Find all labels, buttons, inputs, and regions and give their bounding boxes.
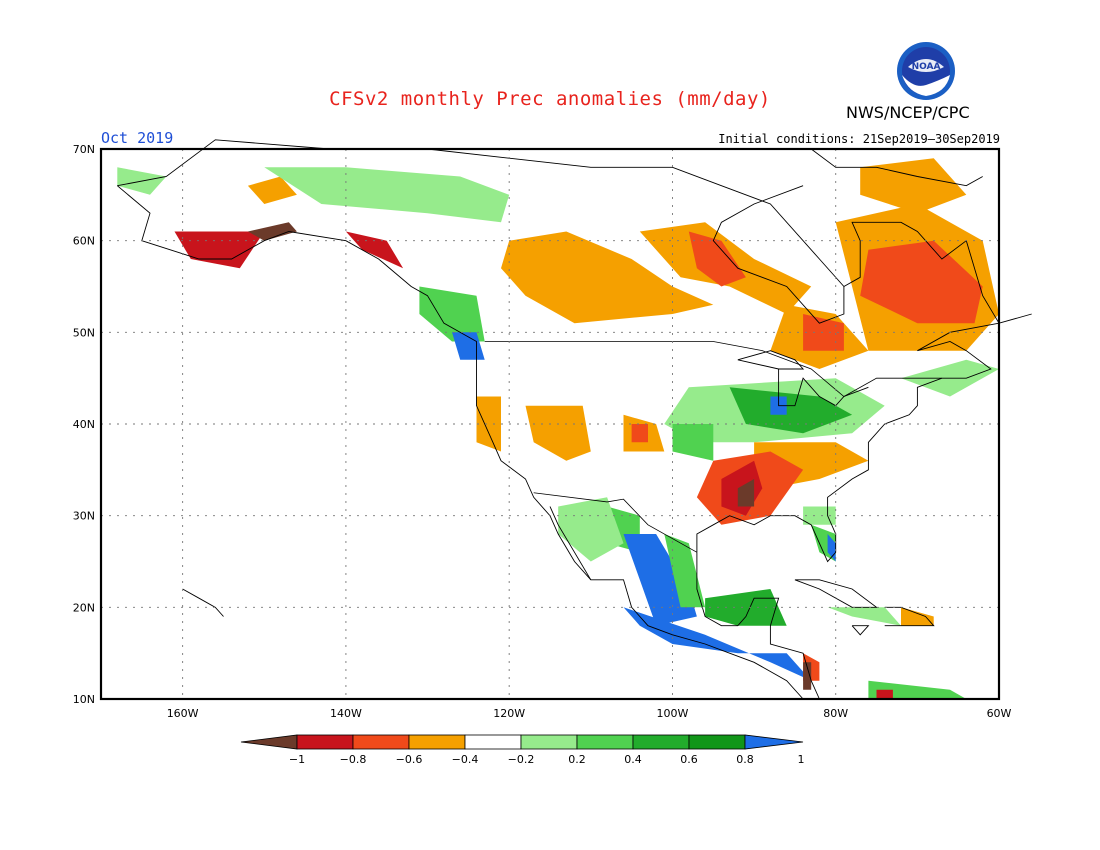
anomaly-fills: [117, 158, 999, 699]
anomaly-region-dry_mod-7: [860, 240, 983, 324]
anomaly-region-dry_strong-9: [174, 231, 265, 269]
lat-label: 50N: [73, 326, 95, 339]
coastline-3: [696, 552, 820, 700]
us-mexico-border: [533, 492, 698, 553]
legend-tick-label: −0.8: [340, 753, 367, 766]
legend-swatch: [408, 734, 466, 750]
legend-tick-label: −0.6: [396, 753, 423, 766]
anomaly-region-wet_extreme-30: [623, 534, 697, 626]
legend-swatch: [352, 734, 410, 750]
graticule: [101, 149, 999, 699]
legend-swatch: [576, 734, 634, 750]
lon-label: 80W: [823, 707, 848, 720]
coastline-11: [778, 369, 869, 407]
legend-arrow-high: [744, 734, 804, 750]
anomaly-region-dry_extreme-38: [803, 662, 812, 690]
anomaly-region-dry_strong-42: [876, 689, 893, 699]
legend-tick-label: 0.6: [680, 753, 698, 766]
legend-swatch: [632, 734, 690, 750]
lat-labels: 70N 60N 50N 40N 30N 20N 10N: [73, 143, 95, 706]
lat-label: 60N: [73, 235, 95, 248]
anomaly-region-dry_weak-40: [901, 607, 934, 626]
anomaly-region-wet_extreme-32: [623, 607, 812, 681]
coastline-12: [810, 148, 983, 187]
legend-arrow-low: [240, 734, 298, 750]
lat-label: 10N: [73, 693, 95, 706]
anomaly-region-dry_weak-0: [247, 176, 297, 204]
anomaly-region-wet_weak-29: [558, 497, 624, 562]
color-legend: −1 −0.8 −0.6 −0.4 −0.2 0.2 0.4 0.6 0.8 1: [240, 734, 805, 766]
anomaly-region-dry_extreme-27: [737, 479, 755, 507]
chart-title: CFSv2 monthly Prec anomalies (mm/day): [329, 88, 771, 110]
map-frame: [99, 147, 1001, 701]
lat-label: 70N: [73, 143, 95, 156]
anomaly-region-wet_strong-21: [729, 387, 853, 434]
lat-label: 20N: [73, 601, 95, 614]
forecast-period: Oct 2019: [101, 129, 174, 147]
coastline-7: [884, 606, 935, 627]
lon-label: 120W: [493, 707, 525, 720]
coastlines: [117, 139, 1032, 700]
legend-swatch: [296, 734, 354, 750]
anomaly-region-dry_extreme-10: [247, 222, 297, 241]
anomaly-region-dry_weak-16: [476, 396, 501, 452]
anomaly-region-wet_mod-14: [419, 286, 485, 342]
legend-swatch: [464, 734, 522, 750]
svg-text:NOAA: NOAA: [912, 62, 941, 72]
coastline-4: [696, 313, 1032, 563]
legend-swatch: [688, 734, 746, 750]
lon-label: 100W: [657, 707, 689, 720]
noaa-logo-icon: NOAA: [897, 42, 955, 100]
us-canada-border: [484, 341, 942, 397]
legend-swatch: [520, 734, 578, 750]
legend-tick-label: −0.4: [452, 753, 479, 766]
lon-label: 60W: [987, 707, 1012, 720]
coastline-8: [851, 625, 870, 636]
anomaly-region-dry_weak-17: [525, 405, 591, 461]
anomaly-region-wet_weak-39: [827, 607, 901, 626]
initial-conditions: Initial conditions: 21Sep2019–30Sep2019: [718, 132, 1000, 146]
legend-tick-label: 1: [798, 753, 805, 766]
anomaly-region-wet_mod-31: [664, 534, 706, 608]
org-label: NWS/NCEP/CPC: [846, 103, 970, 122]
lat-label: 30N: [73, 510, 95, 523]
lat-label: 40N: [73, 418, 95, 431]
lon-labels: 160W 140W 120W 100W 80W 60W: [167, 707, 1012, 720]
coastline-2: [549, 506, 592, 581]
legend-tick-label: −0.2: [508, 753, 535, 766]
coastline-6: [794, 579, 878, 608]
coastline-5: [843, 221, 1000, 324]
legend-tick-label: −1: [289, 753, 305, 766]
anomaly-region-dry_mod-19: [631, 424, 648, 443]
anomaly-region-dry_strong-11: [345, 231, 404, 269]
coastline-9: [182, 588, 224, 617]
coastline-1: [117, 185, 804, 700]
legend-tick-label: 0.2: [568, 753, 586, 766]
anomaly-region-dry_mod-3: [688, 231, 746, 287]
lon-label: 140W: [330, 707, 362, 720]
lon-label: 160W: [167, 707, 199, 720]
anomaly-region-wet_weak-12: [264, 167, 510, 223]
legend-tick-label: 0.8: [736, 753, 754, 766]
anomaly-region-wet_mod-23: [672, 424, 714, 461]
anomaly-region-dry_weak-1: [501, 231, 714, 324]
anomaly-region-dry_mod-5: [803, 314, 844, 351]
legend-tick-label: 0.4: [624, 753, 642, 766]
anomaly-region-dry_weak-8: [860, 158, 967, 214]
